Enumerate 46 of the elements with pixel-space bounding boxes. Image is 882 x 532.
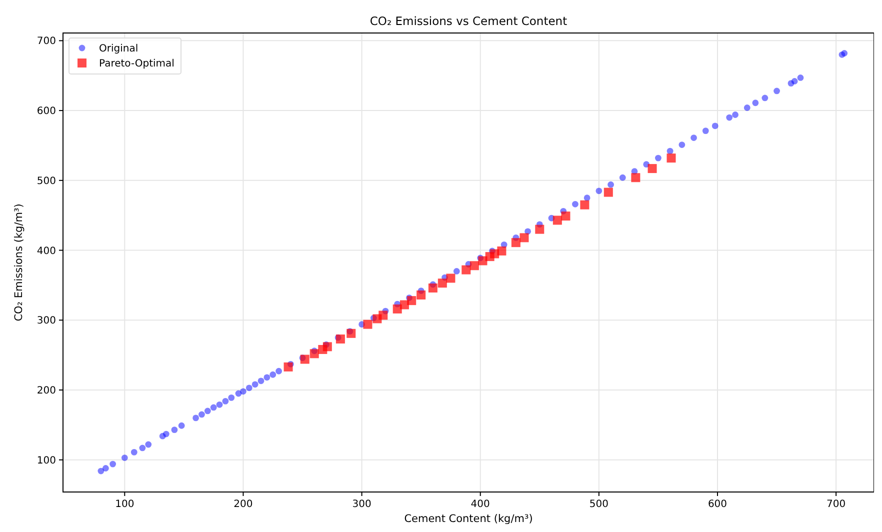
point bbox=[535, 224, 544, 234]
point bbox=[497, 246, 506, 256]
point bbox=[462, 265, 471, 274]
y-tick-label: 600 bbox=[36, 106, 56, 118]
point bbox=[648, 164, 657, 174]
point bbox=[284, 362, 293, 372]
y-tick-label: 700 bbox=[36, 36, 56, 48]
point bbox=[407, 296, 416, 306]
point bbox=[336, 334, 345, 344]
point bbox=[438, 278, 447, 288]
point bbox=[428, 284, 438, 292]
legend-label: Pareto-Optimal bbox=[99, 58, 174, 70]
point bbox=[446, 274, 456, 283]
x-tick-label: 300 bbox=[352, 499, 372, 510]
x-tick-label: 500 bbox=[589, 499, 608, 510]
y-tick-label: 200 bbox=[36, 386, 56, 396]
point bbox=[561, 212, 570, 221]
point bbox=[580, 200, 590, 210]
x-tick-label: 700 bbox=[826, 499, 846, 510]
point bbox=[552, 216, 562, 225]
point bbox=[604, 188, 613, 197]
y-tick-label: 100 bbox=[36, 455, 56, 466]
chart-title: CO₂ Emissions vs Cement Content bbox=[370, 14, 568, 28]
point bbox=[300, 354, 310, 364]
point bbox=[363, 320, 372, 329]
point bbox=[470, 261, 479, 270]
y-axis-title: CO₂ Emissions (kg/m³) bbox=[13, 204, 25, 322]
x-tick-label: 600 bbox=[708, 499, 728, 510]
point bbox=[346, 328, 356, 338]
point bbox=[520, 233, 529, 242]
point bbox=[478, 256, 488, 266]
point bbox=[416, 290, 426, 300]
point bbox=[310, 349, 319, 358]
legend-label: Original bbox=[99, 44, 138, 54]
y-tick-label: 300 bbox=[36, 316, 56, 327]
x-tick-label: 100 bbox=[115, 499, 134, 510]
point bbox=[378, 310, 388, 320]
y-tick-label: 400 bbox=[36, 246, 56, 257]
point bbox=[631, 173, 640, 182]
y-tick-label: 500 bbox=[36, 176, 56, 187]
point bbox=[666, 154, 676, 163]
point bbox=[322, 342, 332, 352]
x-tick-label: 200 bbox=[234, 499, 253, 510]
x-tick-label: 400 bbox=[470, 499, 490, 510]
point bbox=[511, 238, 520, 248]
x-axis-title: Cement Content (kg/m³) bbox=[404, 513, 533, 525]
